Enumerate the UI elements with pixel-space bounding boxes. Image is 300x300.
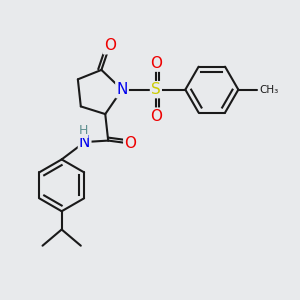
Text: N: N <box>116 82 128 97</box>
Text: CH₃: CH₃ <box>259 85 278 94</box>
Text: O: O <box>104 38 116 53</box>
Text: H: H <box>79 124 88 137</box>
Text: S: S <box>151 82 161 97</box>
Text: O: O <box>150 109 162 124</box>
Text: N: N <box>79 134 90 149</box>
Text: O: O <box>124 136 136 151</box>
Text: O: O <box>150 56 162 70</box>
